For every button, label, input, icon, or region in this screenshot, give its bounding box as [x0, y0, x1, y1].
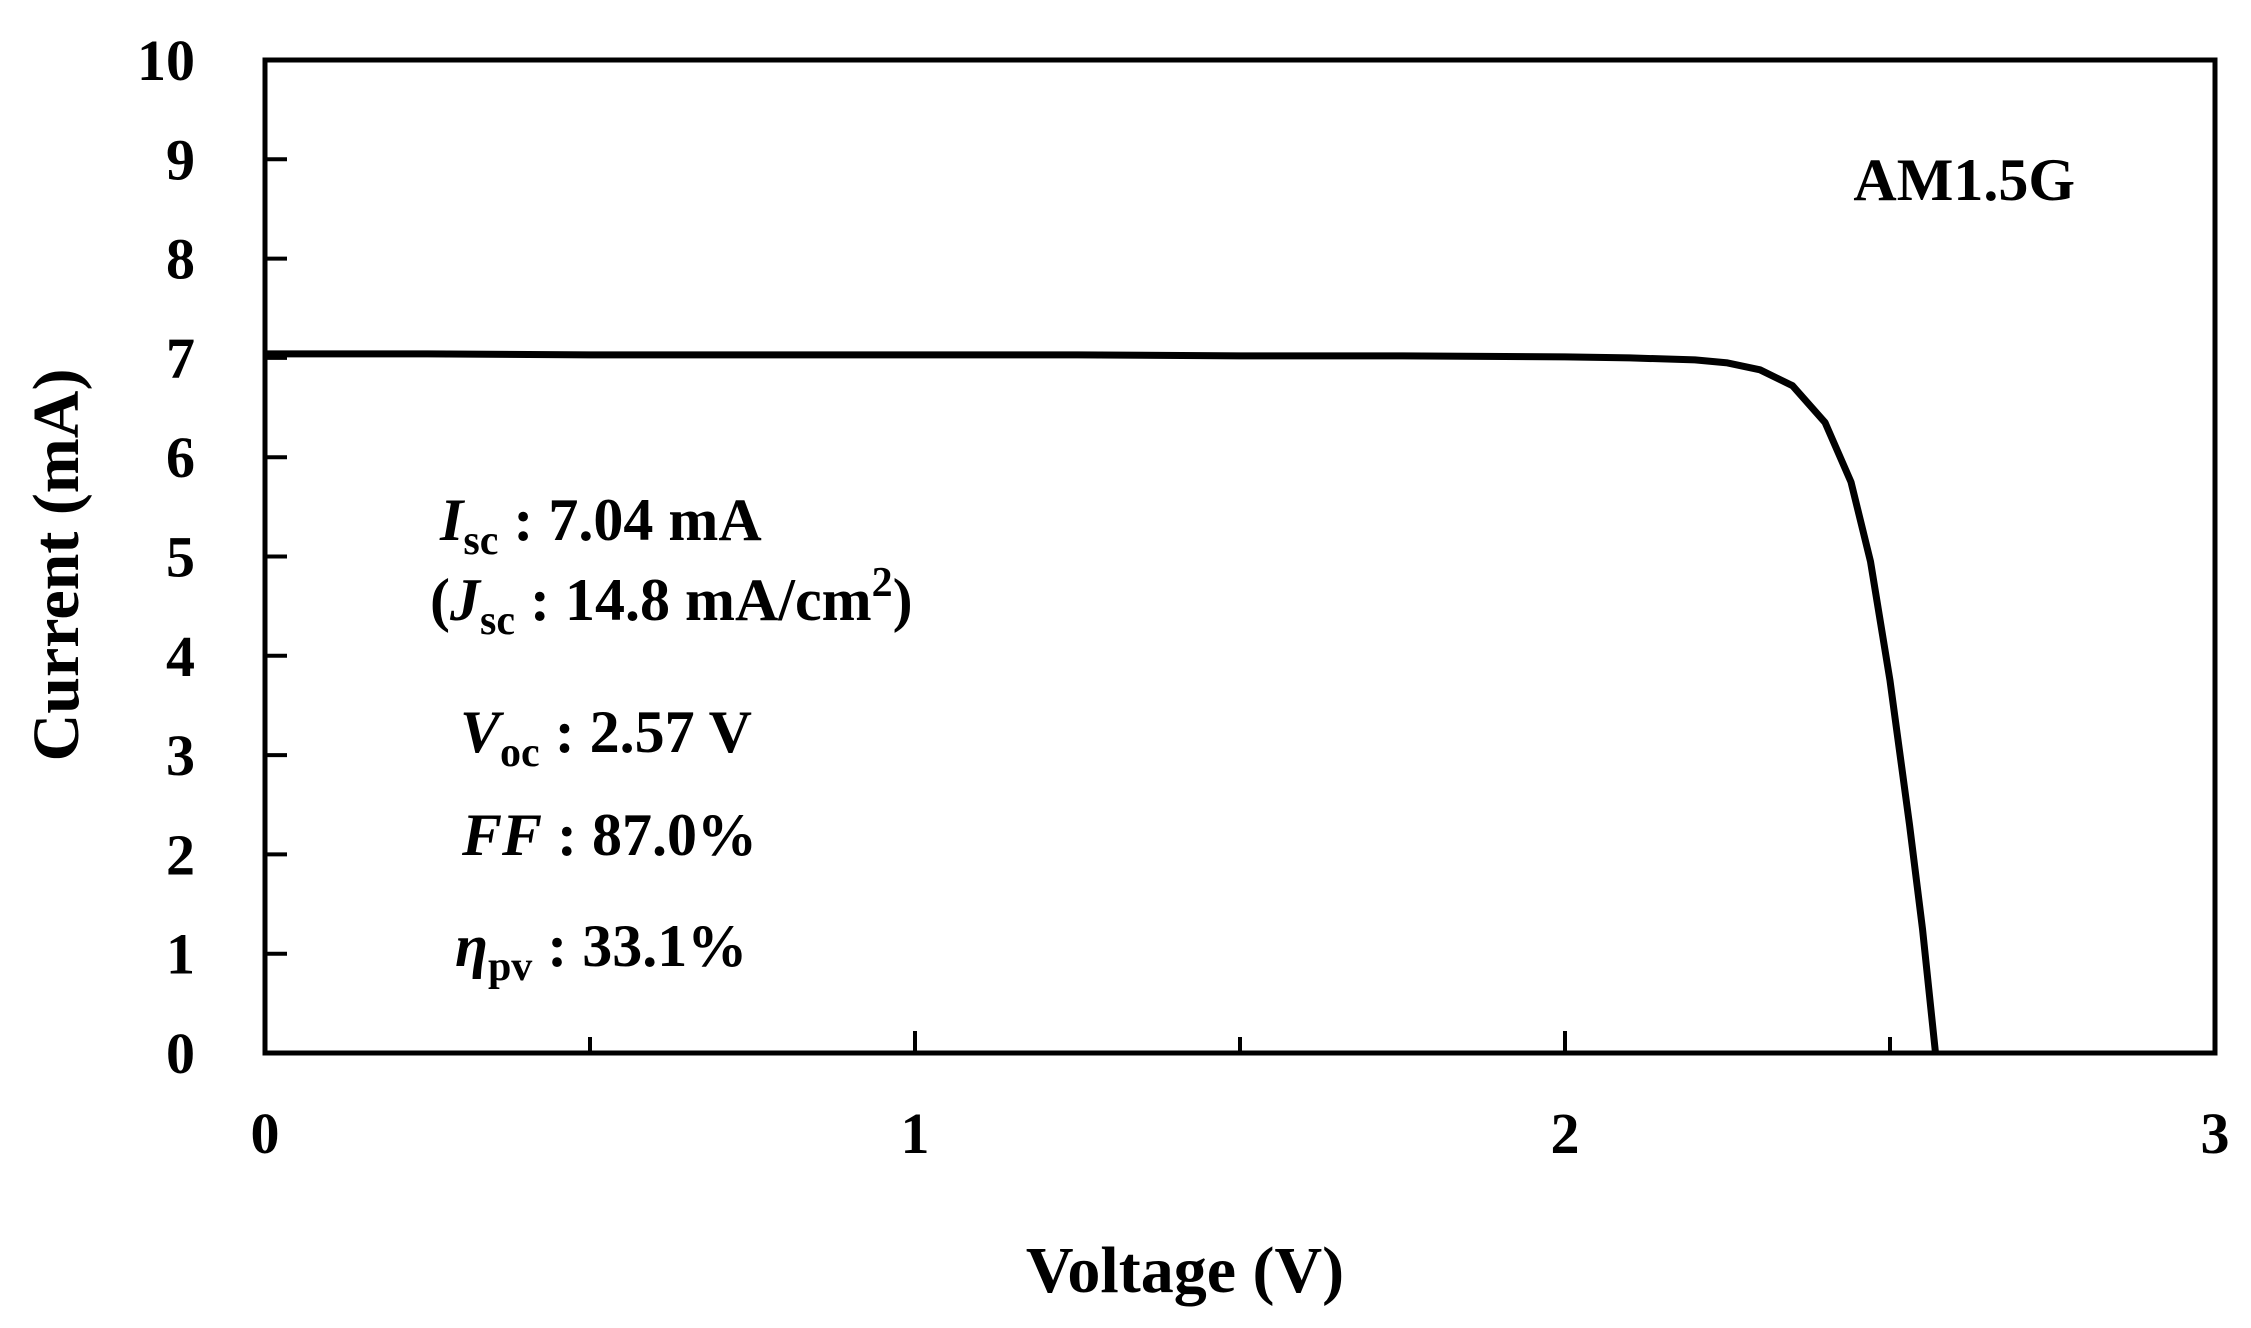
x-axis-ticks: 0 1 2 3	[251, 1031, 2230, 1166]
annotation-line: (Jsc : 14.8 mA/cm2)	[430, 560, 913, 644]
y-tick-label: 4	[166, 624, 195, 689]
annotation-line: ηpv : 33.1%	[455, 913, 747, 990]
y-tick-label: 10	[137, 28, 195, 93]
y-tick-label: 5	[166, 525, 195, 590]
x-tick-label: 2	[1551, 1101, 1580, 1166]
y-axis-title: Current (mA)	[20, 369, 93, 762]
annotation-line: Voc : 2.57 V	[460, 699, 752, 776]
annotation-line: Isc : 7.04 mA	[439, 487, 762, 564]
x-tick-label: 1	[901, 1101, 930, 1166]
y-tick-label: 0	[166, 1021, 195, 1086]
y-tick-label: 7	[166, 326, 195, 391]
x-tick-label: 0	[251, 1101, 280, 1166]
performance-annotations: Isc : 7.04 mA(Jsc : 14.8 mA/cm2) Voc : 2.…	[430, 487, 913, 990]
condition-label: AM1.5G	[1853, 147, 2075, 213]
y-tick-label: 3	[166, 723, 195, 788]
x-tick-label: 3	[2201, 1101, 2230, 1166]
y-tick-label: 2	[166, 822, 195, 887]
y-tick-label: 9	[166, 127, 195, 192]
y-tick-label: 1	[166, 922, 195, 987]
x-axis-title: Voltage (V)	[1026, 1234, 1344, 1307]
annotation-line: FF : 87.0%	[461, 802, 757, 868]
y-tick-label: 6	[166, 425, 195, 490]
y-tick-label: 8	[166, 227, 195, 292]
iv-curve-line	[265, 350, 1939, 1054]
y-axis-ticks: 0 1 2 3 4 5 6 7 8 9 10	[137, 28, 287, 1086]
